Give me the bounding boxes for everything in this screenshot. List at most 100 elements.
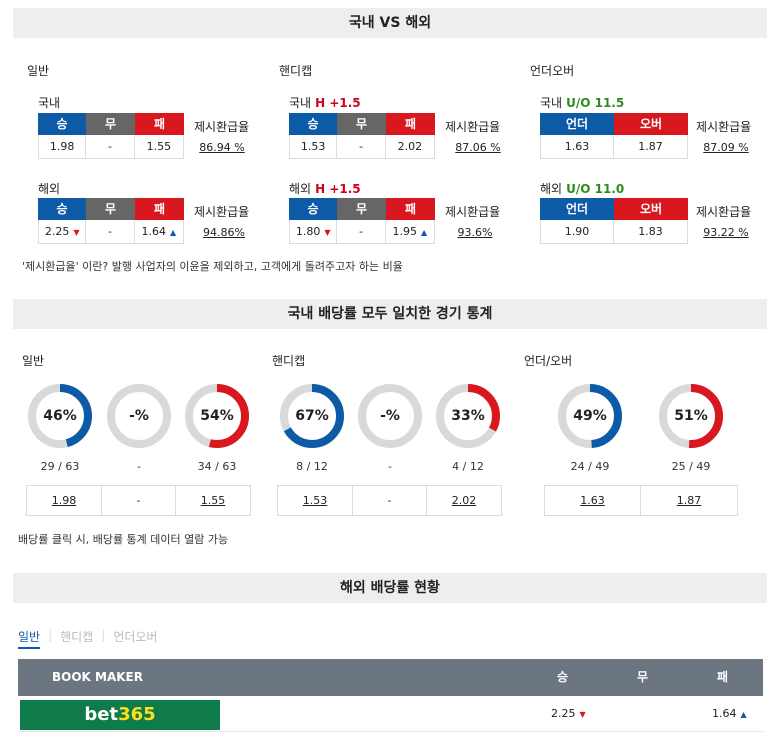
odds-draw: - [337,220,386,243]
donut-handicap-draw [358,384,422,448]
donut-over [659,384,723,448]
underover-domestic-odds: 1.63 1.87 [540,135,688,159]
donut-arc [436,384,500,448]
odds-win: 1.53 [290,135,338,158]
donut-track [358,384,422,448]
stat-odds-link[interactable]: 1.55 [200,494,226,507]
tab-general[interactable]: 일반 [18,628,41,649]
section-header-overseas: 해외 배당률 현황 [13,573,767,603]
donut-general-win [28,384,92,448]
stats-note: 배당률 클릭 시, 배당률 통계 데이터 열람 가능 [18,533,229,546]
return-rate-value: 94.86% [203,226,245,239]
overseas-label: 해외 [38,182,61,196]
stats-label-underover: 언더/오버 [524,354,573,368]
odds-over: 1.83 [638,225,663,238]
stat-odds-link[interactable]: 1.98 [27,486,102,515]
stat-odds-link[interactable]: 2.02 [451,494,477,507]
col-win: 승 [557,670,569,684]
donut-under [558,384,622,448]
row-odds-lose: 1.64 ▲ [712,707,747,720]
return-rate-value: 86.94 % [199,141,245,154]
general-domestic-odds: 1.98 - 1.55 [38,135,184,159]
count-general-win: 29 / 63 [40,460,80,473]
donut-arc [659,384,723,448]
count-over: 25 / 49 [671,460,711,473]
handicap-domestic-header: 승 무 패 [289,113,435,135]
group-label-general: 일반 [27,64,50,78]
donut-general-lose-text: 54% [200,408,234,424]
section-header-compare: 국내 VS 해외 [13,8,767,38]
tab-underover[interactable]: 언더오버 [113,630,158,644]
table-row: bet365 2.25 ▼ 1.64 ▲ [18,697,763,732]
handicap-overseas-odds: 1.80 ▼ - 1.95 ▲ [289,220,435,244]
odds-under: 1.63 [541,135,614,158]
bookmaker-table-header: BOOK MAKER 승 무 패 [18,659,763,696]
donut-handicap-win-text: 67% [295,408,329,424]
overseas-label: 해외 H +1.5 [289,182,361,196]
odds-lose: 1.55 [146,140,172,153]
bet365-logo: bet365 [20,700,220,730]
general-overseas-header: 승 무 패 [38,198,184,220]
count-under: 24 / 49 [570,460,610,473]
stat-odds-link[interactable]: 1.63 [545,486,641,515]
odds-lose: 1.95 ▲ [392,225,428,238]
odds-lose: 2.02 [397,140,423,153]
underover-domestic-header: 언더 오버 [540,113,688,135]
group-label-handicap: 핸디캡 [279,64,313,78]
stats-handicap-odds: 1.53 - 2.02 [277,485,502,516]
tab-handicap[interactable]: 핸디캡 [60,630,94,644]
stat-odds-link[interactable]: 1.87 [676,494,702,507]
donut-arc [185,384,249,448]
return-rate-label: 제시환급율 [445,205,501,219]
tab-divider: | [48,628,53,642]
donut-track [107,384,171,448]
return-rate-label: 제시환급율 [194,120,250,134]
donut-handicap-draw-text: -% [380,408,400,424]
count-handicap-lose: 4 / 12 [452,460,484,473]
section-header-stats: 국내 배당률 모두 일치한 경기 통계 [13,299,767,329]
odds-draw: - [337,135,386,158]
stat-odds-value: - [102,486,176,515]
col-bookmaker: BOOK MAKER [52,670,143,684]
underover-overseas-header: 언더 오버 [540,198,688,220]
donut-general-draw [107,384,171,448]
odds-under: 1.90 [541,220,614,243]
odds-over: 1.87 [638,140,663,153]
stats-label-general: 일반 [22,354,45,368]
return-rate-value: 93.6% [457,226,493,239]
count-general-draw: - [137,460,141,473]
odds-win: 1.98 [39,135,87,158]
return-rate-value: 87.09 % [703,141,749,154]
count-handicap-win: 8 / 12 [296,460,328,473]
odds-draw: - [86,220,135,243]
return-rate-note: '제시환급율' 이란? 발행 사업자의 이윤을 제외하고, 고객에게 돌려주고자… [22,260,403,273]
return-rate-value: 87.06 % [455,141,501,154]
donut-arc [558,384,622,448]
return-rate-value: 93.22 % [703,226,749,239]
col-draw: 무 [637,670,649,684]
up-arrow-icon: ▲ [170,228,177,237]
donut-arc [28,384,92,448]
up-arrow-icon: ▲ [421,228,428,237]
stat-odds-link[interactable]: 1.53 [278,486,353,515]
odds-draw: - [86,135,135,158]
domestic-label: 국내 H +1.5 [289,96,361,110]
return-rate-label: 제시환급율 [696,120,752,134]
return-rate-label: 제시환급율 [696,205,752,219]
up-arrow-icon: ▲ [740,710,747,719]
stats-general-odds: 1.98 - 1.55 [26,485,251,516]
donut-handicap-lose-text: 33% [451,408,485,424]
odds-win: 1.80 ▼ [290,220,338,243]
general-domestic-header: 승 무 패 [38,113,184,135]
down-arrow-icon: ▼ [579,710,586,719]
donut-over-text: 51% [674,408,708,424]
odds-win: 2.25 ▼ [39,220,87,243]
general-overseas-odds: 2.25 ▼ - 1.64 ▲ [38,220,184,244]
overseas-label: 해외 U/O 11.0 [540,182,625,196]
donut-general-lose [185,384,249,448]
count-general-lose: 34 / 63 [197,460,237,473]
handicap-overseas-header: 승 무 패 [289,198,435,220]
donut-handicap-lose [436,384,500,448]
donut-under-text: 49% [573,408,607,424]
group-label-underover: 언더오버 [530,64,575,78]
